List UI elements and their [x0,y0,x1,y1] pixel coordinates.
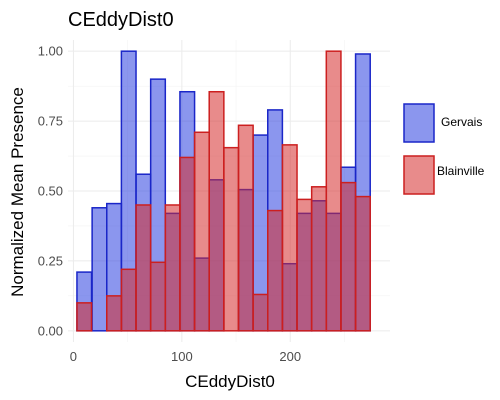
bar [208,90,225,332]
bar [281,144,298,332]
x-axis-title: CEddyDist0 [185,372,275,391]
bar [135,204,152,332]
legend: Gervais Blainville [403,103,485,195]
bar [106,295,123,332]
bar [310,186,328,332]
legend-label-blainville: Blainville [437,164,485,178]
chart-title: CEddyDist0 [68,9,174,31]
y-tick-label: 0.50 [38,184,63,199]
y-tick-label: 0.00 [38,323,63,338]
bar [91,207,108,332]
bar [120,268,137,332]
y-tick-label: 0.75 [38,114,63,129]
x-tick-labels: 0 100 200 [70,349,301,364]
legend-label-gervais: Gervais [441,115,482,129]
legend-key-blainville [403,155,435,195]
bar [223,146,240,332]
y-axis-title: Normalized Mean Presence [8,87,27,297]
x-tick-label: 100 [171,349,193,364]
bar [76,302,93,332]
bar [267,209,284,332]
bar [193,131,210,332]
bar [164,204,181,332]
y-tick-label: 0.25 [38,253,63,268]
x-tick-label: 0 [70,349,77,364]
legend-key-gervais [403,103,435,143]
bar [340,181,357,332]
bar [296,198,313,332]
x-tick-label: 200 [279,349,301,364]
bars [76,50,371,332]
bar [149,261,167,332]
bar [354,195,371,332]
bar [237,124,254,332]
series-blainville [76,50,371,332]
bar [325,50,342,332]
bar [252,293,269,332]
y-tick-label: 1.00 [38,44,63,59]
y-tick-labels: 0.00 0.25 0.50 0.75 1.00 [38,44,63,339]
bar [179,156,196,332]
